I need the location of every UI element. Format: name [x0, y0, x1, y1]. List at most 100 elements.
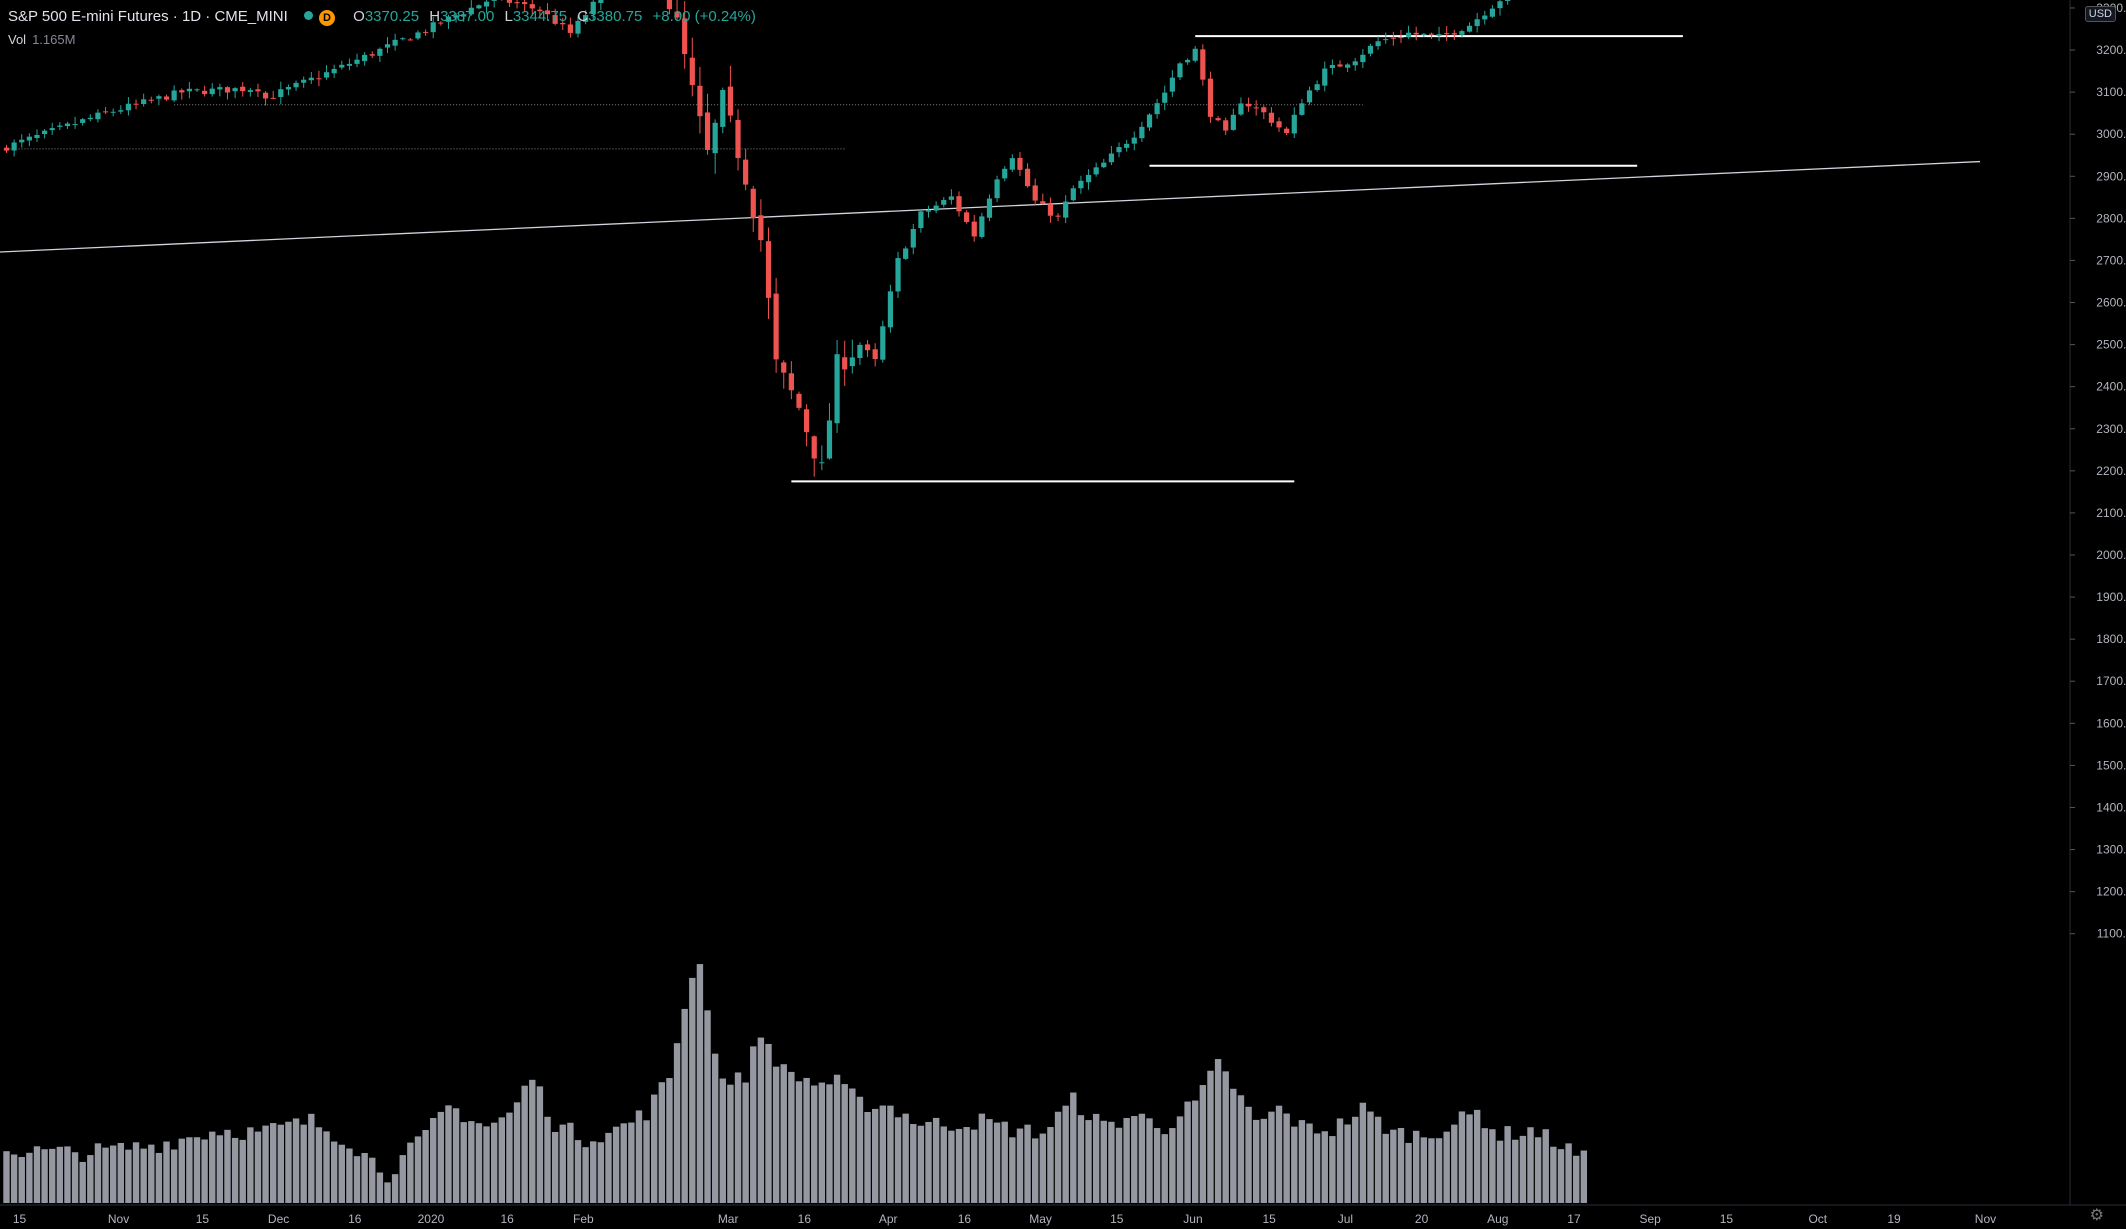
candle-body — [964, 212, 970, 223]
candle-body — [1093, 167, 1099, 175]
open-value: 3370.25 — [364, 8, 420, 25]
volume-bar — [399, 1155, 406, 1203]
volume-bar — [94, 1143, 102, 1203]
candle-body — [1131, 137, 1137, 144]
x-tick-label: 15 — [1263, 1212, 1277, 1226]
volume-bar — [1580, 1150, 1588, 1203]
x-tick-label: Jun — [1183, 1212, 1202, 1226]
candle-body — [1124, 143, 1130, 148]
candle-body — [712, 122, 718, 154]
volume-bar — [193, 1137, 201, 1203]
volume-bar — [1527, 1127, 1534, 1203]
volume-bar — [910, 1124, 917, 1203]
symbol-title[interactable]: S&P 500 E-mini Futures · 1D · CME_MINI — [8, 8, 288, 25]
candle-body — [1253, 107, 1259, 109]
volume-bar — [308, 1113, 315, 1203]
candle-body — [1421, 33, 1427, 35]
volume-bar — [87, 1155, 94, 1203]
volume-bar — [376, 1172, 384, 1203]
volume-bar — [605, 1132, 612, 1203]
volume-bar — [833, 1074, 841, 1203]
volume-bar — [955, 1128, 963, 1203]
volume-bar — [1100, 1120, 1107, 1203]
candle-body — [986, 198, 993, 218]
volume-bar — [437, 1111, 445, 1203]
candle-body — [811, 436, 817, 459]
y-tick-label: 2300.00 — [2096, 422, 2126, 436]
y-tick-label: 1600.00 — [2096, 716, 2126, 730]
volume-legend[interactable]: Vol 1.165M — [8, 32, 75, 47]
candle-body — [400, 38, 406, 40]
volume-bar — [1214, 1059, 1222, 1203]
candle-body — [1116, 147, 1122, 153]
candle-body — [1482, 15, 1488, 20]
volume-bar — [894, 1117, 902, 1203]
volume-bar — [1169, 1128, 1176, 1203]
candle-body — [1169, 77, 1175, 92]
candle-body — [415, 32, 421, 39]
x-tick-label: Apr — [879, 1212, 898, 1226]
candle-body — [727, 86, 733, 116]
candle-body — [941, 199, 947, 205]
volume-bar — [125, 1149, 132, 1203]
candle-body — [506, 0, 513, 3]
volume-bar — [3, 1151, 10, 1203]
gear-icon[interactable]: ⚙ — [2089, 1207, 2104, 1224]
candle-body — [1024, 168, 1031, 187]
volume-bar — [300, 1124, 307, 1203]
x-tick-label: Oct — [1808, 1212, 1827, 1226]
candle-body — [1223, 120, 1229, 131]
candle-body — [34, 134, 40, 139]
candle-body — [316, 78, 322, 80]
x-tick-label: Feb — [573, 1212, 594, 1226]
interval-badge: D — [318, 10, 335, 26]
candle-body — [529, 4, 535, 9]
candle-body — [590, 1, 596, 15]
candle-body — [232, 88, 238, 92]
volume-bar — [887, 1105, 894, 1203]
candle-body — [240, 86, 246, 92]
volume-bar — [361, 1153, 368, 1203]
y-tick-label: 1700.00 — [2096, 674, 2126, 688]
candle-body — [186, 88, 192, 92]
volume-bar — [460, 1122, 467, 1203]
candle-body — [163, 96, 170, 100]
candle-body — [285, 86, 292, 90]
candle-body — [1322, 68, 1328, 86]
candle-body — [483, 1, 490, 7]
volume-bar — [1291, 1126, 1298, 1203]
volume-bar — [666, 1078, 673, 1203]
open-key: O — [353, 8, 365, 25]
candle-body — [781, 362, 787, 373]
volume-bar — [422, 1129, 429, 1203]
volume-bar — [1009, 1137, 1016, 1203]
candle-body — [735, 119, 741, 159]
candle-body — [141, 99, 147, 105]
volume-bar — [49, 1148, 56, 1203]
candle-body — [293, 82, 299, 88]
volume-bar — [772, 1066, 780, 1203]
volume-bar — [1458, 1111, 1466, 1203]
candle-body — [148, 99, 154, 101]
currency-button[interactable]: USD — [2084, 6, 2116, 22]
volume-bar — [1115, 1127, 1123, 1203]
volume-bar — [224, 1129, 231, 1203]
volume-bar — [651, 1094, 658, 1203]
volume-bar — [323, 1131, 330, 1203]
candle-body — [118, 110, 124, 112]
volume-bar — [1176, 1116, 1184, 1203]
volume-bar — [597, 1142, 605, 1203]
drawn-levels — [0, 35, 1981, 483]
candle-body — [689, 57, 695, 86]
candle-body — [1367, 45, 1374, 54]
volume-bar — [1062, 1105, 1069, 1203]
candle-body — [1207, 78, 1214, 117]
volume-bar — [742, 1082, 749, 1203]
candle-body — [57, 125, 63, 127]
volume-bar — [102, 1147, 109, 1203]
volume-bar — [1374, 1116, 1382, 1203]
volume-bar — [1161, 1134, 1168, 1203]
volume-bar — [270, 1123, 277, 1203]
